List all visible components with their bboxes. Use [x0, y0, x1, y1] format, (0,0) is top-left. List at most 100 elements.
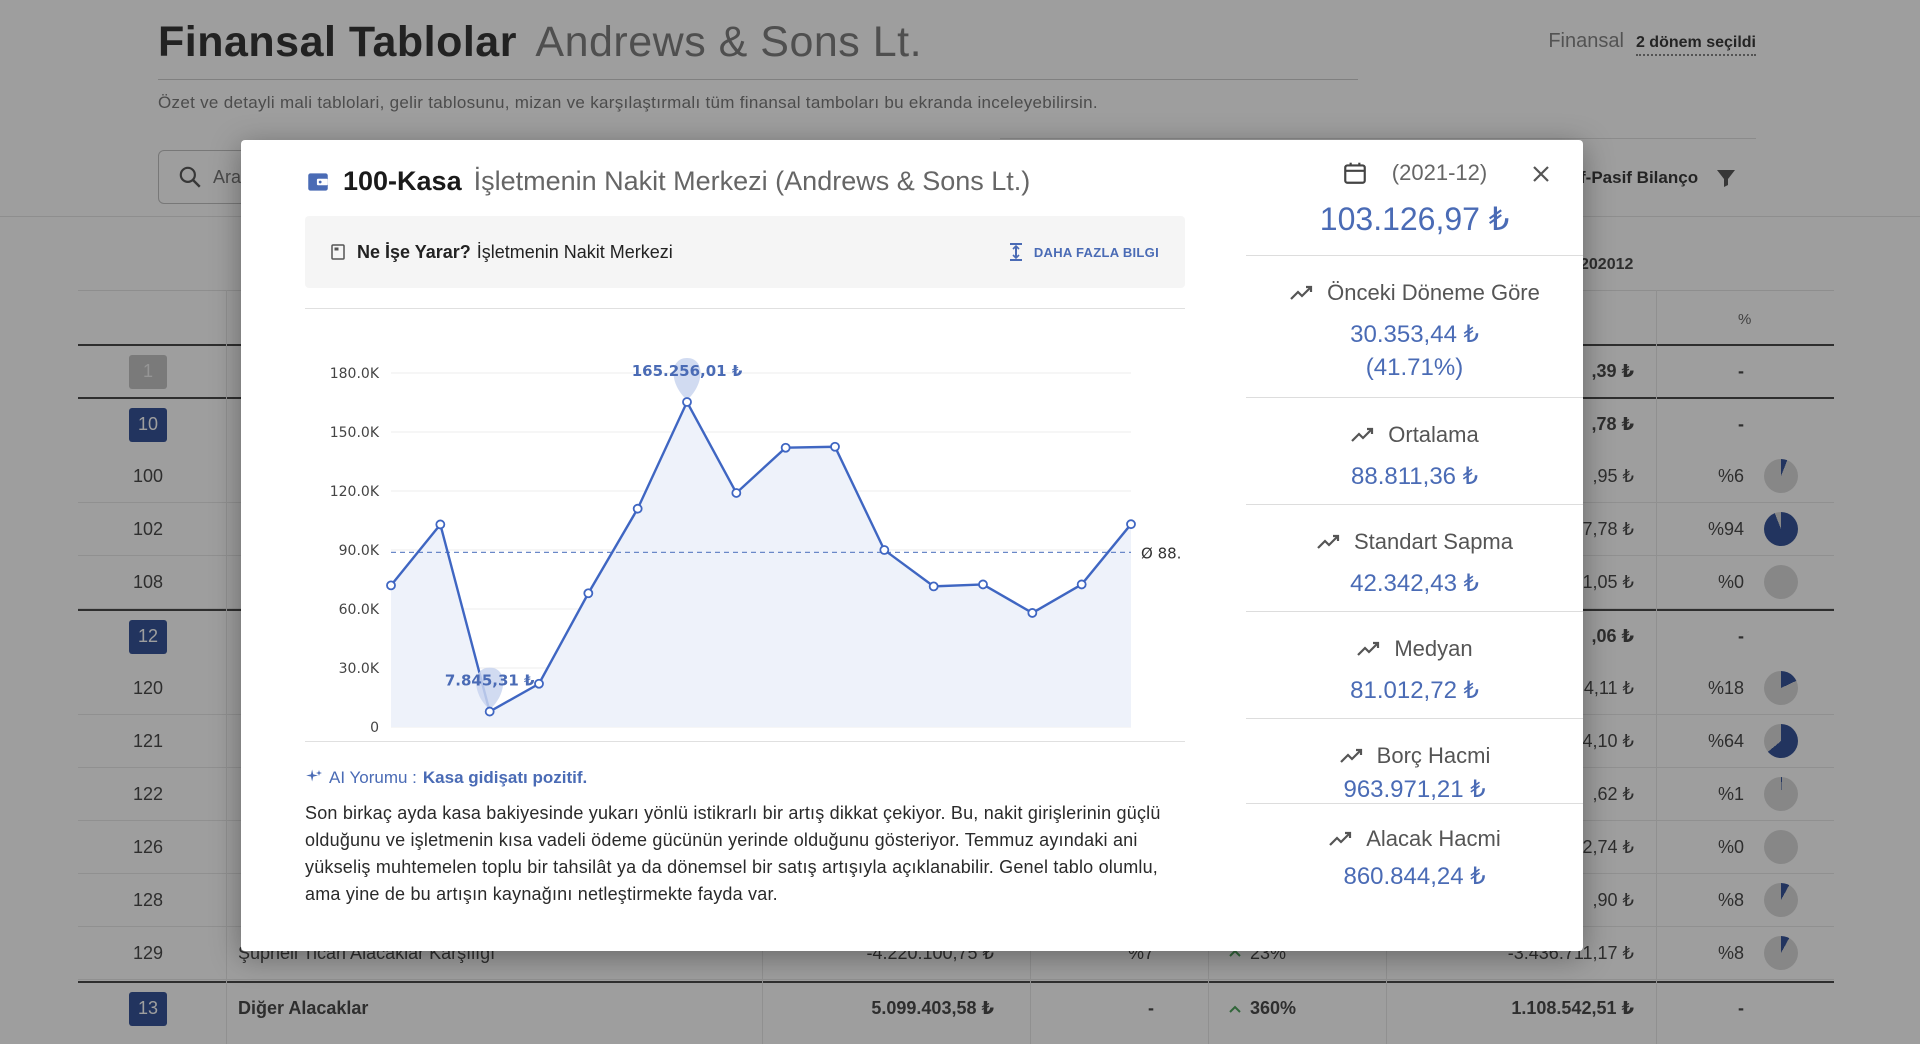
sparkle-icon: [306, 769, 322, 782]
account-number: 122: [78, 768, 218, 820]
stat-value: 963.971,21 ₺: [1343, 776, 1486, 803]
account-detail-modal: 100-Kasa İşletmenin Nakit Merkezi (Andre…: [241, 140, 1583, 951]
trend-icon: [1357, 641, 1380, 656]
data-point: [534, 678, 544, 689]
share-pie: [1764, 565, 1798, 599]
series-area: [391, 401, 1131, 727]
balance-sheet-label: f-Pasif Bilanço: [1580, 168, 1699, 187]
amount-previous: ,78 ₺: [1591, 414, 1634, 434]
trend-icon: [1329, 831, 1352, 846]
stat-label: Alacak Hacmi: [1366, 826, 1501, 851]
data-point: [583, 588, 594, 599]
max-value-pin: [673, 357, 701, 400]
stat-label: Borç Hacmi: [1376, 743, 1491, 768]
period-selection[interactable]: 2 dönem seçildi: [1635, 34, 1756, 56]
amount-previous: ,90 ₺: [1592, 889, 1634, 910]
account-number: 121: [78, 715, 218, 767]
account-number-text: 122: [132, 783, 164, 804]
account-number-text: 129: [132, 942, 164, 963]
stat-value: 88.811,36 ₺: [1351, 463, 1478, 490]
period-filter[interactable]: Finansal 2 dönem seçildi: [1548, 30, 1756, 56]
arrow-up-icon: [1229, 1005, 1241, 1013]
account-number: 120: [78, 662, 218, 714]
percent-previous: %6: [1717, 465, 1744, 486]
stat-label: Medyan: [1394, 636, 1473, 661]
data-point: [928, 581, 939, 592]
data-point: [435, 519, 446, 530]
y-tick-label: 150.0K: [330, 425, 380, 441]
more-info-button[interactable]: DAHA FAZLA BILGI: [1008, 242, 1159, 262]
current-balance: 103.126,97 ₺: [1319, 201, 1510, 237]
stat-label: Ortalama: [1388, 422, 1479, 447]
trend-icon: [1339, 748, 1362, 763]
min-value-label: 7.845,31 ₺: [445, 672, 535, 690]
y-tick-label: 60.0K: [339, 602, 380, 618]
ai-comment-label: AI Yorumu :: [329, 768, 417, 787]
wallet-icon: [308, 172, 328, 191]
average-label: Ø 88.: [1141, 544, 1181, 562]
account-number: 128: [78, 874, 218, 926]
page-title-text: Finansal Tablolar: [158, 18, 517, 66]
series-line: [390, 399, 1132, 714]
balance-sheet-selector[interactable]: f-Pasif Bilanço: [1580, 166, 1738, 190]
data-point: [386, 580, 396, 591]
more-info-label: DAHA FAZLA BILGI: [1033, 244, 1159, 260]
data-point: [830, 441, 840, 452]
share-pie: [1764, 724, 1798, 758]
y-tick-label: 180.0K: [330, 366, 380, 382]
amount-previous: ,06 ₺: [1591, 626, 1634, 646]
percent-previous: -: [1738, 998, 1744, 1018]
share-pie: [1764, 671, 1798, 705]
modal-title: 100-Kasa İşletmenin Nakit Merkezi (Andre…: [305, 166, 1030, 197]
subtitle-divider: [1000, 138, 1756, 139]
stat-label: Standart Sapma: [1354, 529, 1513, 554]
data-point: [682, 397, 692, 407]
amount-previous: ,95 ₺: [1592, 465, 1634, 486]
group-badge: 1: [129, 354, 167, 389]
account-name: Diğer Alacaklar: [238, 998, 369, 1018]
filter-icon[interactable]: [1714, 166, 1738, 190]
data-point: [1027, 608, 1038, 618]
stat-previous-period: Önceki Döneme Göre 30.353,44 ₺ (41.71%): [1246, 255, 1583, 397]
group-badge: 12: [129, 619, 167, 654]
stat-debt-volume: Borç Hacmi 963.971,21 ₺: [1246, 718, 1583, 803]
current-period: (2021-12) 103.126,97 ₺: [1246, 160, 1583, 238]
account-number-text: 126: [132, 836, 164, 857]
stat-change-percent: (41.71%): [1365, 354, 1464, 381]
min-value-pin: [476, 667, 504, 710]
expand-vertical-icon: [1009, 243, 1022, 261]
amount-previous: 1.108.542,51 ₺: [1511, 998, 1634, 1018]
percent-previous: %94: [1707, 518, 1744, 539]
table-row[interactable]: 13 Diğer Alacaklar 5.099.403,58 ₺ - 360% 1.10…: [78, 981, 1834, 1034]
amount-previous: ,62 ₺: [1592, 783, 1634, 804]
info-box: Ne İşe Yarar? İşletmenin Nakit Merkezi D…: [305, 216, 1185, 288]
column-divider: [226, 290, 227, 1044]
ai-comment-title: AI Yorumu : Kasa gidişatı pozitif.: [305, 768, 587, 788]
account-description: İşletmenin Nakit Merkezi (Andrews & Sons…: [473, 166, 1031, 196]
stat-median: Medyan 81.012,72 ₺: [1246, 611, 1583, 718]
close-button[interactable]: [1521, 154, 1561, 194]
percent-previous: %64: [1707, 730, 1744, 751]
close-icon: [1533, 166, 1549, 182]
page-header: Finansal Tablolar Andrews & Sons Lt.: [158, 18, 1358, 67]
period-date: (2021-12): [1391, 160, 1488, 185]
percent-current: -: [1148, 998, 1154, 1018]
data-point: [978, 579, 988, 590]
percent-previous: -: [1738, 361, 1744, 381]
amount-previous: 1,05 ₺: [1582, 571, 1635, 592]
trend-icon: [1290, 285, 1313, 300]
change-cell: 360%: [1228, 983, 1296, 1034]
share-pie: [1764, 459, 1798, 493]
info-answer: İşletmenin Nakit Merkezi: [476, 241, 673, 262]
percent-previous: %8: [1717, 889, 1744, 910]
share-pie: [1764, 777, 1798, 811]
amount-previous: ,39 ₺: [1591, 361, 1634, 381]
arrow-up-icon: [1229, 949, 1241, 957]
group-badge: 13: [129, 991, 167, 1026]
account-number: 129: [78, 927, 218, 979]
stat-average: Ortalama 88.811,36 ₺: [1246, 397, 1583, 504]
y-tick-label: 30.0K: [339, 661, 380, 677]
info-question: Ne İşe Yarar?: [357, 241, 471, 262]
share-pie: [1764, 883, 1798, 917]
stat-value: 30.353,44 ₺: [1350, 321, 1479, 348]
